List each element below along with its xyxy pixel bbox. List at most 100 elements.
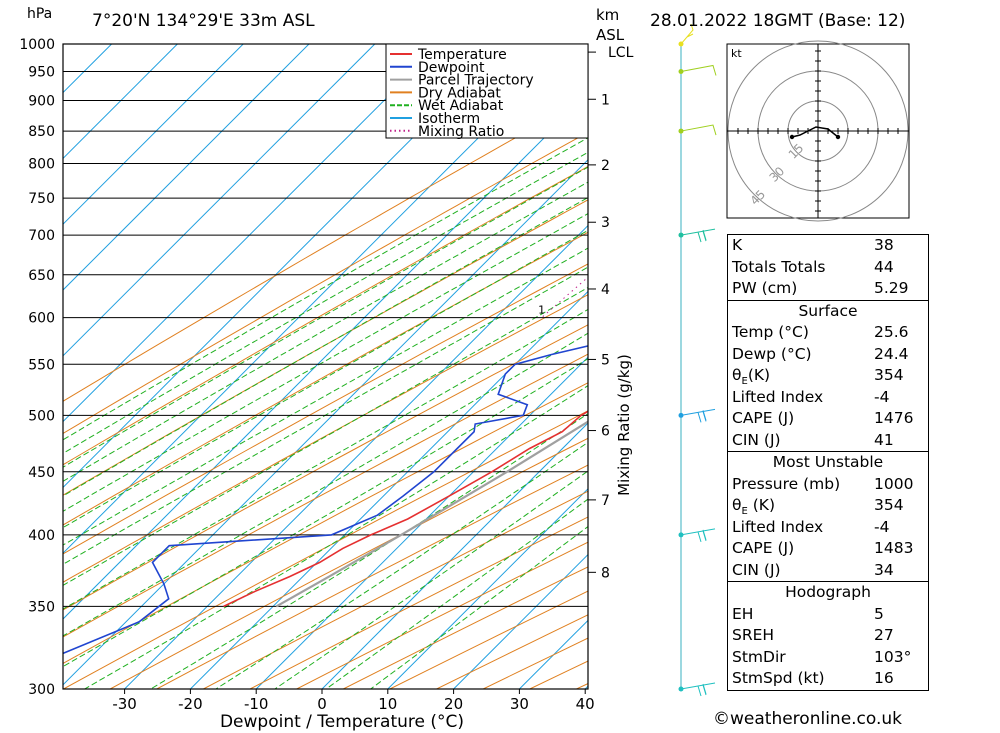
km-tick-label: 7 — [601, 493, 610, 509]
isotherm-line — [255, 356, 588, 689]
hodograph-title: Hodograph — [785, 583, 871, 601]
mu-li-value: -4 — [874, 517, 890, 536]
k-index-row: K 38 — [728, 235, 928, 257]
isotherm-line — [124, 224, 588, 689]
totals-row: Totals Totals 44 — [728, 257, 928, 279]
temperature-tick-label: -20 — [178, 695, 203, 713]
location-title: 7°20'N 134°29'E 33m ASL — [92, 11, 315, 31]
mu-cin-row: CIN (J) 34 — [728, 560, 928, 582]
wind-barb — [678, 124, 717, 136]
surface-cin-value: 41 — [874, 430, 894, 449]
sreh-value: 27 — [874, 626, 894, 644]
surface-dewp-row: Dewp (°C) 24.4 — [728, 344, 928, 366]
wind-barb-flag — [680, 528, 716, 543]
pressure-tick-label: 700 — [28, 228, 55, 244]
km-unit-label: km — [596, 6, 620, 24]
pressure-tick-label: 600 — [28, 311, 55, 327]
stmdir-row: StmDir 103° — [728, 647, 928, 669]
dry-adiabat-line — [156, 464, 588, 689]
legend-label: Isotherm — [418, 111, 480, 127]
totals-value: 44 — [874, 257, 894, 276]
surface-theta-row: θE(K) 354 — [728, 365, 928, 387]
legend-box — [385, 43, 589, 139]
pw-value: 5.29 — [874, 279, 909, 297]
km-tick-label: 5 — [601, 352, 610, 368]
dewpoint-line — [63, 345, 588, 655]
stmdir-label: StmDir — [732, 647, 786, 666]
mixing-ratio-label: 4 — [649, 304, 656, 317]
dry-adiabat-line — [63, 353, 588, 638]
legend-label: Dewpoint — [418, 60, 485, 76]
wet-adiabat-line — [215, 441, 588, 689]
wet-adiabat-line — [84, 385, 588, 689]
km-tick-label: LCL — [608, 45, 634, 61]
hodograph-point — [835, 134, 841, 140]
parcel-trajectory-line — [275, 420, 588, 608]
pressure-tick-label: 900 — [28, 93, 55, 109]
dry-adiabat-line — [63, 96, 588, 402]
mixing-ratio-label: 1 — [538, 304, 545, 317]
isotherm-line — [63, 44, 507, 489]
pressure-tick-label: 800 — [28, 157, 55, 173]
sreh-row: SREH 27 — [728, 625, 928, 647]
wind-barb-flag — [680, 682, 716, 697]
mu-theta-row: θE (K) 354 — [728, 495, 928, 517]
legend-label: Wet Adiabat — [418, 98, 504, 114]
stmspd-value: 16 — [874, 669, 894, 687]
mixing-ratio-axis-title: Mixing Ratio (g/kg) — [615, 354, 633, 496]
mu-pressure-value: 1000 — [874, 474, 914, 493]
wet-adiabat-line — [150, 413, 588, 689]
hodograph-trace — [791, 126, 839, 138]
wind-barb — [678, 682, 716, 697]
mixing-ratio-label: 8 — [710, 304, 717, 317]
credit-link[interactable]: ©weatheronline.co.uk — [713, 709, 903, 729]
surface-cin-row: CIN (J) 41 — [728, 430, 928, 452]
surface-cape-label: CAPE (J) — [732, 409, 795, 427]
isotherm-line — [63, 44, 441, 423]
surface-dewp-label: Dewp (°C) — [732, 344, 812, 363]
dry-adiabat-line — [63, 410, 588, 689]
k-index-label: K — [732, 236, 743, 254]
pressure-tick-label: 300 — [28, 682, 55, 698]
pressure-tick-label: 750 — [28, 191, 55, 207]
temperature-tick-label: 40 — [576, 695, 595, 713]
surface-cape-value: 1476 — [874, 409, 914, 427]
wind-barb — [678, 228, 716, 243]
temperature-tick-label: -10 — [244, 695, 269, 713]
km-tick-label: 8 — [601, 565, 610, 581]
km-tick-label: 4 — [601, 282, 610, 298]
surface-li-value: -4 — [874, 387, 890, 406]
dry-adiabat-line — [63, 131, 588, 435]
surface-temp-row: Temp (°C) 25.6 — [728, 322, 928, 344]
most-unstable-title: Most Unstable — [772, 453, 884, 471]
wind-barb — [678, 23, 694, 47]
mixing-ratio-label: 2 — [591, 304, 598, 317]
wind-barb — [678, 408, 716, 423]
mu-cape-value: 1483 — [874, 539, 914, 557]
pressure-tick-label: 400 — [28, 528, 55, 544]
mu-pressure-label: Pressure (mb) — [732, 474, 841, 493]
pressure-tick-label: 950 — [28, 64, 55, 80]
eh-row: EH 5 — [728, 604, 928, 626]
wet-adiabat-line — [63, 229, 588, 529]
isotherm-line — [321, 422, 588, 689]
hpa-unit-label: hPa — [27, 6, 53, 22]
stmdir-value: 103° — [874, 647, 912, 666]
temperature-tick-label: 0 — [317, 695, 327, 713]
pressure-tick-label: 500 — [28, 408, 55, 424]
legend-label: Mixing Ratio — [418, 124, 504, 140]
km-tick-label: 1 — [601, 92, 610, 108]
surface-li-row: Lifted Index -4 — [728, 387, 928, 409]
sreh-label: SREH — [732, 626, 775, 644]
totals-label: Totals Totals — [732, 257, 826, 276]
surface-theta-value: 354 — [874, 366, 904, 384]
wind-barb — [678, 64, 717, 76]
pressure-tick-label: 1000 — [19, 37, 55, 53]
dry-adiabat-line — [63, 324, 588, 611]
surface-temp-label: Temp (°C) — [732, 323, 809, 341]
wind-barb — [678, 528, 716, 543]
dry-adiabat-line — [63, 294, 588, 583]
eh-label: EH — [732, 604, 754, 623]
isotherm-line — [387, 488, 588, 689]
